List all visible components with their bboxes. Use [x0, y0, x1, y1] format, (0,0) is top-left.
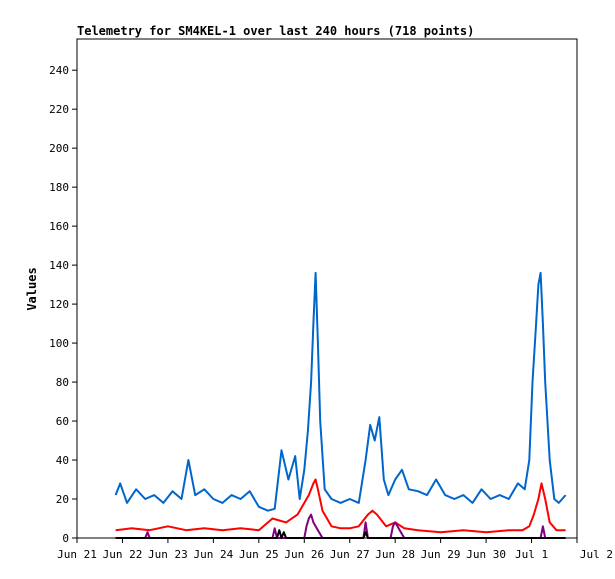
y-axis-title: Values — [25, 267, 39, 310]
y-tick-label: 140 — [49, 259, 69, 272]
y-tick-label: 60 — [56, 415, 69, 428]
chart-title: Telemetry for SM4KEL-1 over last 240 hou… — [77, 24, 474, 38]
x-tick-label: Jun 29 — [421, 548, 461, 561]
x-tick-label: Jun 26 — [284, 548, 324, 561]
y-tick-label: 20 — [56, 493, 69, 506]
x-tick-label: Jun 21 — [57, 548, 97, 561]
x-tick-label: Jun 30 — [466, 548, 506, 561]
x-tick-label: Jul 2 — [580, 548, 613, 561]
x-tick-label: Jun 24 — [193, 548, 233, 561]
x-tick-label: Jun 23 — [148, 548, 188, 561]
y-tick-label: 200 — [49, 142, 69, 155]
series-line — [115, 529, 566, 539]
x-tick-label: Jun 27 — [330, 548, 370, 561]
y-tick-label: 40 — [56, 454, 69, 467]
x-tick-label: Jun 28 — [375, 548, 415, 561]
y-tick-label: 160 — [49, 220, 69, 233]
series-line — [115, 513, 566, 539]
series-line — [114, 271, 567, 512]
y-tick-label: 220 — [49, 103, 69, 116]
x-axis: Jun 21 Jun 22 Jun 23 Jun 24 Jun 25 Jun 26 Jun … — [57, 538, 613, 561]
y-tick-label: 0 — [62, 532, 69, 545]
y-tick-label: 80 — [56, 376, 69, 389]
y-tick-label: 120 — [49, 298, 69, 311]
series-line — [115, 478, 566, 534]
x-tick-label: Jul 1 — [515, 548, 548, 561]
plot-frame — [76, 38, 578, 539]
y-tick-label: 240 — [49, 64, 69, 77]
y-axis: 0 20 40 60 80 100 120 140 160 180 200 220 240 — [49, 64, 77, 545]
series-layer — [114, 271, 567, 539]
y-tick-label: 100 — [49, 337, 69, 350]
x-tick-label: Jun 22 — [103, 548, 143, 561]
x-tick-label: Jun 25 — [239, 548, 279, 561]
y-tick-label: 180 — [49, 181, 69, 194]
